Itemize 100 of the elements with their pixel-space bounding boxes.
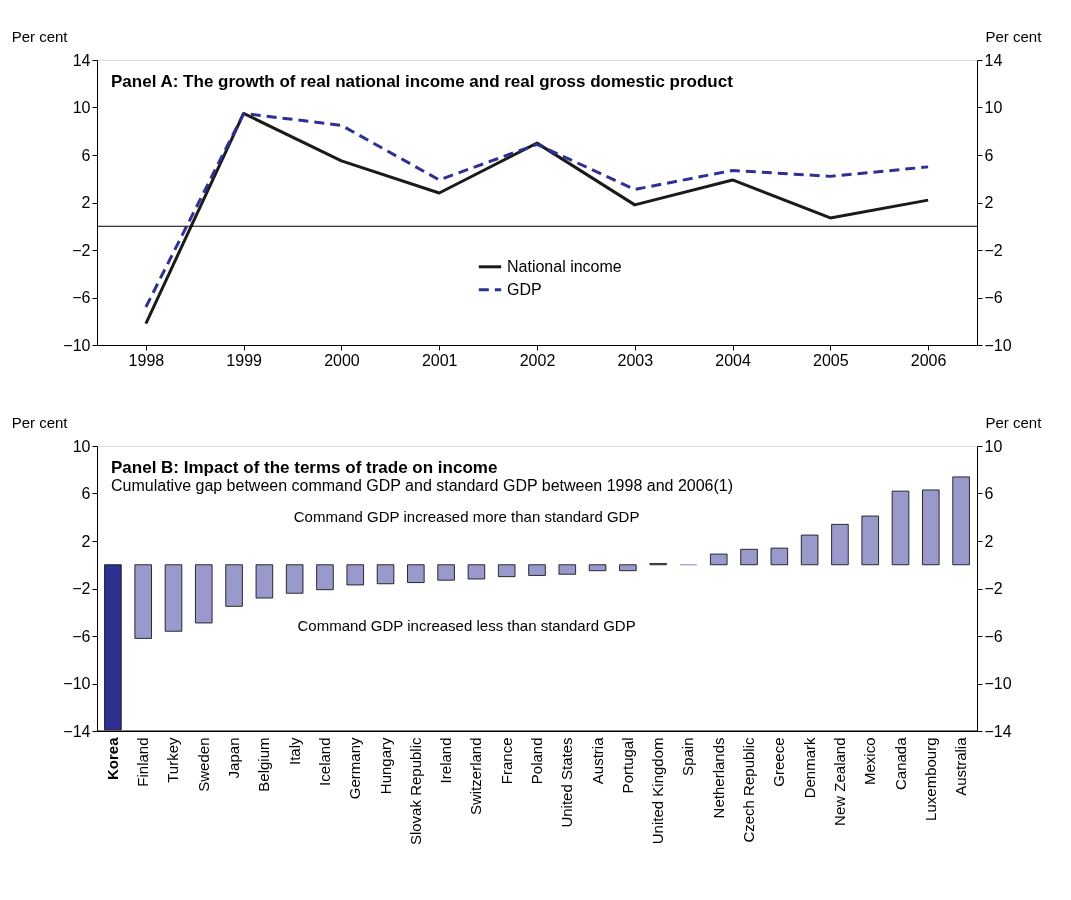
x-tick-label: Mexico <box>861 737 879 786</box>
x-tick-label: Turkey <box>164 737 182 783</box>
x-tick-label: Portugal <box>618 737 636 794</box>
x-tick-label: 1999 <box>226 351 263 369</box>
y2-tick-label: 2 <box>984 532 994 550</box>
x-tick-label: Japan <box>225 737 243 779</box>
x-tick-label: 2005 <box>813 351 849 369</box>
y2-tick-label: −2 <box>984 580 1003 597</box>
x-tick-label: Germany <box>346 737 364 800</box>
x-tick-label: United Kingdom <box>649 737 667 845</box>
y2-tick-label: 10 <box>984 437 1003 455</box>
bar <box>922 489 940 566</box>
bar <box>619 564 637 572</box>
x-tick-label: France <box>497 737 515 785</box>
x-tick-label: 2000 <box>324 351 360 369</box>
x-tick-label: Finland <box>134 737 152 787</box>
x-tick-label: Greece <box>770 737 788 787</box>
y2-tick-label: −14 <box>984 722 1012 740</box>
bar <box>316 564 334 591</box>
bar <box>558 564 577 575</box>
bar <box>710 553 728 566</box>
y2-tick-label: 6 <box>984 146 994 164</box>
y2-axis-title: Per cent <box>985 27 1043 45</box>
bar <box>407 564 425 583</box>
bar <box>770 547 789 566</box>
legend-label: National income <box>507 257 622 275</box>
y-tick-label: −10 <box>63 336 91 354</box>
x-tick-label: New Zealand <box>830 737 848 826</box>
bar <box>225 564 243 607</box>
y2-tick-label: 2 <box>984 194 994 211</box>
bar <box>164 564 183 632</box>
x-tick-label: Spain <box>679 737 697 776</box>
y2-tick-label: 14 <box>984 51 1003 69</box>
x-tick-label: Poland <box>528 737 545 785</box>
y2-tick-label: −2 <box>984 241 1003 259</box>
y2-tick-label: −6 <box>984 289 1003 306</box>
bar <box>255 564 274 599</box>
y-tick-label: 6 <box>81 146 91 164</box>
bar <box>346 564 364 586</box>
bar <box>831 523 849 566</box>
y-tick-label: −2 <box>72 241 91 259</box>
x-tick-label: Austria <box>588 736 606 785</box>
y-tick-label: 2 <box>81 532 91 550</box>
bar <box>497 564 516 578</box>
bar <box>467 564 486 580</box>
text: Panel B: Impact of the terms of trade on income <box>111 458 498 477</box>
y-tick-label: 10 <box>72 437 91 455</box>
x-tick-label: Korea <box>103 736 121 781</box>
text: Cumulative gap between command GDP and standard GDP between 1998 and 2006(1) <box>111 477 734 494</box>
bar <box>195 564 213 624</box>
x-tick-label: Italy <box>285 737 303 766</box>
x-tick-label: 2002 <box>519 351 556 369</box>
x-tick-label: Canada <box>891 736 909 791</box>
bar <box>285 564 304 594</box>
y-tick-label: 6 <box>81 485 91 502</box>
x-tick-label: 2003 <box>617 351 654 369</box>
y-tick-label: −2 <box>72 580 91 597</box>
x-tick-label: Denmark <box>800 737 818 799</box>
x-tick-label: Hungary <box>376 737 394 795</box>
y-tick-label: 14 <box>72 51 91 69</box>
bar <box>376 564 395 585</box>
bar <box>740 548 758 566</box>
x-tick-label: 2004 <box>715 351 751 369</box>
bar <box>134 564 152 639</box>
bar <box>952 476 970 566</box>
y-axis-title: Per cent <box>11 413 69 431</box>
bar <box>800 534 819 566</box>
bar <box>588 564 607 572</box>
y2-tick-label: −10 <box>984 336 1012 354</box>
bar <box>861 515 879 566</box>
x-tick-label: Netherlands <box>709 737 727 819</box>
bar <box>437 564 455 581</box>
x-tick-label: United States <box>558 737 576 828</box>
annotation: Command GDP increased more than standard GDP <box>293 508 640 526</box>
x-tick-label: Australia <box>952 736 970 796</box>
y-axis-title: Per cent <box>11 27 69 45</box>
x-tick-label: Luxembourg <box>921 737 939 821</box>
text: Panel A: The growth of real national income and real gross domestic product <box>111 72 734 91</box>
x-tick-label: Czech Republic <box>740 737 758 843</box>
x-tick-label: Switzerland <box>467 737 485 816</box>
x-tick-label: Slovak Republic <box>406 737 424 846</box>
legend-label: GDP <box>507 280 542 298</box>
x-tick-label: 1998 <box>128 351 165 369</box>
y-tick-label: 2 <box>81 194 91 211</box>
y2-tick-label: 10 <box>984 99 1003 116</box>
x-tick-label: Belgium <box>255 737 273 792</box>
x-tick-label: Ireland <box>437 737 455 784</box>
y-tick-label: 10 <box>72 99 91 116</box>
annotation: Command GDP increased less than standard GDP <box>297 616 636 634</box>
y2-axis-title: Per cent <box>985 413 1043 431</box>
x-tick-label: Sweden <box>194 737 212 792</box>
x-tick-label: Iceland <box>315 737 333 786</box>
y2-tick-label: 6 <box>984 485 994 502</box>
x-tick-label: 2006 <box>910 351 947 369</box>
y2-tick-label: −6 <box>984 627 1003 645</box>
bar <box>528 564 546 576</box>
y2-tick-label: −10 <box>984 675 1012 692</box>
y-tick-label: −10 <box>63 675 91 692</box>
y-tick-label: −14 <box>63 722 91 740</box>
bar <box>891 490 910 566</box>
